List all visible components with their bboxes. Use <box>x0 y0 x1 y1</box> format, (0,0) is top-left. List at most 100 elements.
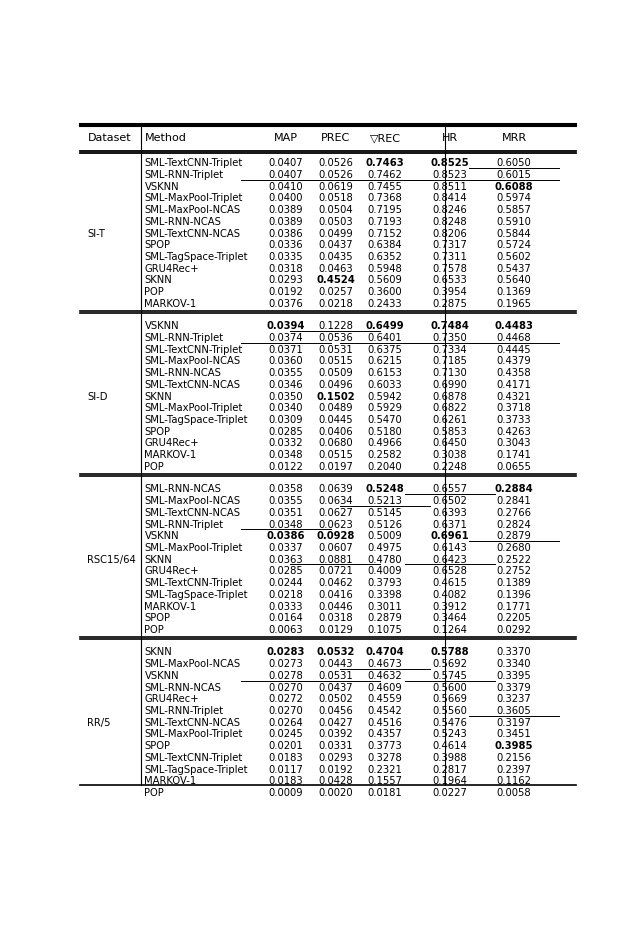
Text: SML-RNN-Triplet: SML-RNN-Triplet <box>145 706 223 716</box>
Text: GRU4Rec+: GRU4Rec+ <box>145 694 199 704</box>
Text: 0.3370: 0.3370 <box>497 647 531 658</box>
Text: 0.1389: 0.1389 <box>497 578 531 588</box>
Text: 0.0456: 0.0456 <box>318 706 353 716</box>
Text: 0.5788: 0.5788 <box>430 647 469 658</box>
Text: 0.0181: 0.0181 <box>367 788 403 798</box>
Text: 0.1557: 0.1557 <box>367 776 403 786</box>
Text: SML-TagSpace-Triplet: SML-TagSpace-Triplet <box>145 252 248 262</box>
Text: 0.0416: 0.0416 <box>318 590 353 600</box>
Text: 0.0333: 0.0333 <box>269 601 303 612</box>
Text: 0.4321: 0.4321 <box>497 391 531 402</box>
Text: MARKOV-1: MARKOV-1 <box>145 776 196 786</box>
Text: 0.7130: 0.7130 <box>432 368 467 378</box>
Text: 0.0634: 0.0634 <box>318 496 353 506</box>
Text: 0.3237: 0.3237 <box>497 694 531 704</box>
Text: 0.7152: 0.7152 <box>367 229 403 238</box>
Text: 0.5602: 0.5602 <box>497 252 531 262</box>
Text: 0.5942: 0.5942 <box>367 391 403 402</box>
Text: 0.7463: 0.7463 <box>365 158 404 168</box>
Text: 0.0446: 0.0446 <box>318 601 353 612</box>
Text: 0.6450: 0.6450 <box>432 438 467 448</box>
Text: GRU4Rec+: GRU4Rec+ <box>145 263 199 274</box>
Text: 0.5243: 0.5243 <box>432 729 467 740</box>
Text: 0.7193: 0.7193 <box>367 217 403 227</box>
Text: 0.0336: 0.0336 <box>269 240 303 250</box>
Text: 0.0363: 0.0363 <box>269 555 303 565</box>
Text: SML-MaxPool-NCAS: SML-MaxPool-NCAS <box>145 357 241 366</box>
Text: 0.6502: 0.6502 <box>432 496 467 506</box>
Text: SML-MaxPool-Triplet: SML-MaxPool-Triplet <box>145 543 243 553</box>
Text: 0.2824: 0.2824 <box>497 519 531 530</box>
Text: 0.0227: 0.0227 <box>432 788 467 798</box>
Text: 0.2205: 0.2205 <box>497 614 531 623</box>
Text: 0.4975: 0.4975 <box>367 543 403 553</box>
Text: 0.0278: 0.0278 <box>268 671 303 681</box>
Text: 0.1741: 0.1741 <box>497 450 531 460</box>
Text: 0.5609: 0.5609 <box>367 276 403 286</box>
Text: 0.8511: 0.8511 <box>432 182 467 191</box>
Text: 0.0392: 0.0392 <box>318 729 353 740</box>
Text: 0.5470: 0.5470 <box>367 415 403 425</box>
Text: 0.0264: 0.0264 <box>268 717 303 728</box>
Text: 0.1502: 0.1502 <box>316 391 355 402</box>
Text: 0.8246: 0.8246 <box>432 205 467 215</box>
Text: 0.5560: 0.5560 <box>432 706 467 716</box>
Text: 0.0117: 0.0117 <box>268 765 303 774</box>
Text: 0.2321: 0.2321 <box>367 765 403 774</box>
Text: SML-TextCNN-NCAS: SML-TextCNN-NCAS <box>145 380 241 389</box>
Text: SML-TextCNN-Triplet: SML-TextCNN-Triplet <box>145 578 243 588</box>
Text: MRR: MRR <box>501 133 527 143</box>
Text: 0.3451: 0.3451 <box>497 729 531 740</box>
Text: 0.0489: 0.0489 <box>318 403 353 414</box>
Text: SPOP: SPOP <box>145 240 170 250</box>
Text: SML-MaxPool-NCAS: SML-MaxPool-NCAS <box>145 496 241 506</box>
Text: 0.6990: 0.6990 <box>432 380 467 389</box>
Text: PREC: PREC <box>321 133 350 143</box>
Text: 0.0607: 0.0607 <box>318 543 353 553</box>
Text: 0.3733: 0.3733 <box>497 415 531 425</box>
Text: 0.7578: 0.7578 <box>432 263 467 274</box>
Text: GRU4Rec+: GRU4Rec+ <box>145 566 199 576</box>
Text: 0.3600: 0.3600 <box>368 287 403 297</box>
Text: 0.2680: 0.2680 <box>497 543 531 553</box>
Text: SML-RNN-NCAS: SML-RNN-NCAS <box>145 485 221 494</box>
Text: 0.0463: 0.0463 <box>318 263 353 274</box>
Text: 0.1264: 0.1264 <box>432 625 467 635</box>
Text: 0.0350: 0.0350 <box>269 391 303 402</box>
Text: 0.2875: 0.2875 <box>432 299 467 309</box>
Text: 0.8248: 0.8248 <box>432 217 467 227</box>
Text: 0.6153: 0.6153 <box>367 368 403 378</box>
Text: SKNN: SKNN <box>145 276 172 286</box>
Text: 0.0394: 0.0394 <box>267 321 305 332</box>
Text: POP: POP <box>145 788 164 798</box>
Text: 0.5476: 0.5476 <box>432 717 467 728</box>
Text: 0.0183: 0.0183 <box>269 776 303 786</box>
Text: MARKOV-1: MARKOV-1 <box>145 601 196 612</box>
Text: 0.3395: 0.3395 <box>497 671 531 681</box>
Text: 0.5929: 0.5929 <box>367 403 403 414</box>
Text: 0.6423: 0.6423 <box>432 555 467 565</box>
Text: 0.5437: 0.5437 <box>497 263 531 274</box>
Text: 0.0410: 0.0410 <box>269 182 303 191</box>
Text: VSKNN: VSKNN <box>145 531 179 541</box>
Text: 0.0355: 0.0355 <box>268 368 303 378</box>
Text: SI-T: SI-T <box>88 229 106 238</box>
Text: 0.4673: 0.4673 <box>367 659 403 669</box>
Text: 0.0257: 0.0257 <box>318 287 353 297</box>
Text: 0.3954: 0.3954 <box>432 287 467 297</box>
Text: 0.2752: 0.2752 <box>497 566 531 576</box>
Text: SML-MaxPool-NCAS: SML-MaxPool-NCAS <box>145 205 241 215</box>
Text: SML-RNN-Triplet: SML-RNN-Triplet <box>145 519 223 530</box>
Text: 0.4379: 0.4379 <box>497 357 531 366</box>
Text: 0.0218: 0.0218 <box>268 590 303 600</box>
Text: 0.0406: 0.0406 <box>318 427 353 437</box>
Text: 0.5640: 0.5640 <box>497 276 531 286</box>
Text: 0.0335: 0.0335 <box>269 252 303 262</box>
Text: 0.0400: 0.0400 <box>269 193 303 204</box>
Text: 0.0437: 0.0437 <box>318 240 353 250</box>
Text: SML-TextCNN-NCAS: SML-TextCNN-NCAS <box>145 229 241 238</box>
Text: 0.2248: 0.2248 <box>432 462 467 472</box>
Text: SML-TagSpace-Triplet: SML-TagSpace-Triplet <box>145 415 248 425</box>
Text: 0.4483: 0.4483 <box>495 321 533 332</box>
Text: 0.2817: 0.2817 <box>432 765 467 774</box>
